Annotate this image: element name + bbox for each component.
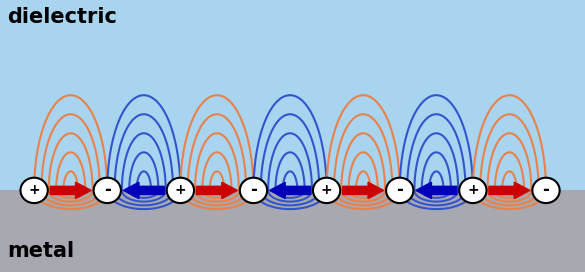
FancyArrow shape bbox=[123, 182, 164, 199]
Circle shape bbox=[386, 178, 414, 203]
FancyArrow shape bbox=[343, 182, 384, 199]
Text: +: + bbox=[174, 183, 186, 197]
Circle shape bbox=[532, 178, 560, 203]
FancyArrow shape bbox=[197, 182, 238, 199]
Bar bbox=[0, 0, 585, 190]
Text: -: - bbox=[104, 181, 111, 199]
Text: -: - bbox=[396, 181, 403, 199]
Circle shape bbox=[459, 178, 487, 203]
Text: +: + bbox=[28, 183, 40, 197]
Text: dielectric: dielectric bbox=[7, 7, 117, 27]
Text: metal: metal bbox=[7, 241, 74, 261]
Circle shape bbox=[94, 178, 121, 203]
Text: +: + bbox=[321, 183, 332, 197]
Circle shape bbox=[240, 178, 267, 203]
FancyArrow shape bbox=[416, 182, 457, 199]
Circle shape bbox=[313, 178, 340, 203]
FancyArrow shape bbox=[270, 182, 311, 199]
Circle shape bbox=[20, 178, 48, 203]
Text: -: - bbox=[250, 181, 257, 199]
Bar bbox=[0, 190, 585, 272]
FancyArrow shape bbox=[50, 182, 91, 199]
FancyArrow shape bbox=[489, 182, 530, 199]
Circle shape bbox=[167, 178, 194, 203]
Text: +: + bbox=[467, 183, 479, 197]
Text: -: - bbox=[542, 181, 549, 199]
